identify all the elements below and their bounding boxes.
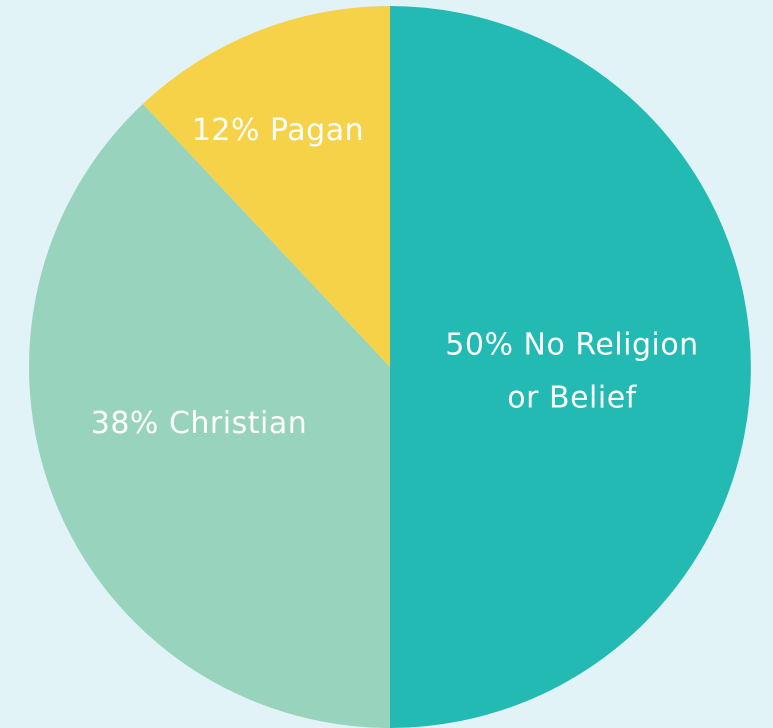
pie-slices xyxy=(29,6,751,728)
pie-label-line: 50% No Religion xyxy=(445,328,698,363)
pie-label-12pct-pagan: 12% Pagan xyxy=(192,113,364,148)
pie-slice-12pct-pagan xyxy=(142,6,390,367)
pie-labels: 50% No Religion or Belief 38% Christian 12%… xyxy=(91,113,698,441)
pie-label-line: or Belief xyxy=(507,381,637,416)
pie-label-line: 12% Pagan xyxy=(192,113,364,148)
pie-label-line: 38% Christian xyxy=(91,406,307,441)
pie-label-50pct-no-religion-or-belief: 50% No Religion or Belief xyxy=(445,328,698,416)
pie-slice-38pct-christian xyxy=(29,103,390,728)
pie-slice-50pct-no-religion-or-belief xyxy=(390,6,751,728)
pie-label-38pct-christian: 38% Christian xyxy=(91,406,307,441)
